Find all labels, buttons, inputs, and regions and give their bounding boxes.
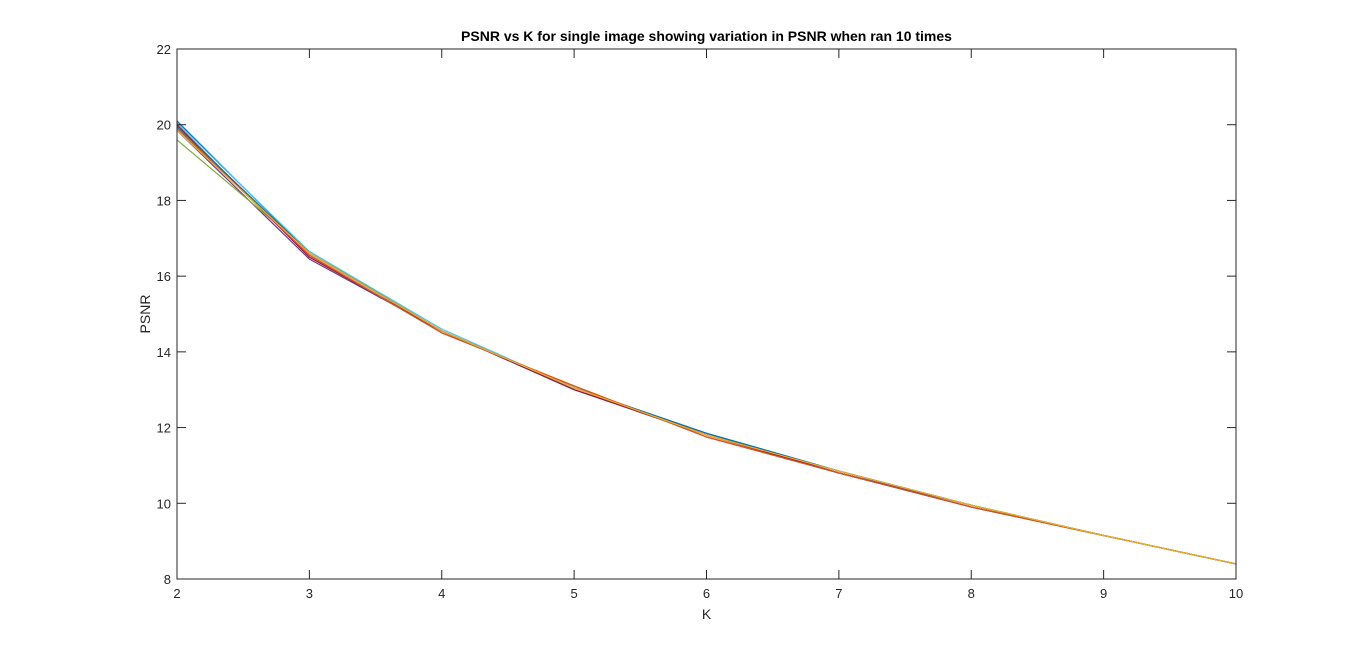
y-tick-label: 20 bbox=[157, 118, 171, 133]
chart-title: PSNR vs K for single image showing varia… bbox=[461, 28, 952, 44]
x-tick-label: 2 bbox=[173, 586, 180, 601]
y-tick-label: 12 bbox=[157, 421, 171, 436]
y-tick-label: 18 bbox=[157, 193, 171, 208]
series-line-10 bbox=[176, 129, 1237, 565]
x-tick-label: 8 bbox=[968, 586, 975, 601]
x-tick-label: 7 bbox=[835, 586, 842, 601]
tick-layer: 2 3 4 5 6 7 8 9 10 8 10 12 14 16 18 20 22 bbox=[157, 42, 1244, 601]
x-axis-label: K bbox=[702, 606, 712, 622]
y-tick-label: 14 bbox=[157, 345, 171, 360]
y-axis-label: PSNR bbox=[137, 295, 153, 334]
y-tick-label: 22 bbox=[157, 42, 171, 57]
x-tick-label: 5 bbox=[571, 586, 578, 601]
x-tick-label: 9 bbox=[1100, 586, 1107, 601]
x-tick-label: 3 bbox=[306, 586, 313, 601]
series-layer bbox=[176, 120, 1237, 565]
y-tick-label: 8 bbox=[164, 572, 171, 587]
x-tick-label: 6 bbox=[703, 586, 710, 601]
y-tick-label: 10 bbox=[157, 496, 171, 511]
plot-area bbox=[177, 49, 1236, 579]
x-tick-label: 10 bbox=[1229, 586, 1243, 601]
x-tick-label: 4 bbox=[438, 586, 445, 601]
series-line-9 bbox=[176, 128, 1237, 565]
y-tick-label: 16 bbox=[157, 269, 171, 284]
